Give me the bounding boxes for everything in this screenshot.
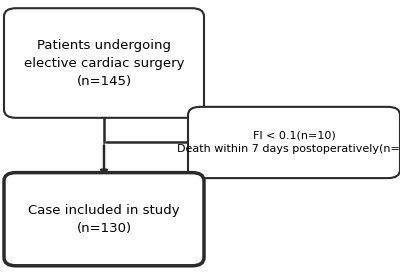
Text: Patients undergoing
elective cardiac surgery
(n=145): Patients undergoing elective cardiac sur… xyxy=(24,39,184,87)
FancyBboxPatch shape xyxy=(188,107,400,178)
FancyBboxPatch shape xyxy=(4,173,204,266)
Text: FI < 0.1(n=10)
Death within 7 days postoperatively(n=5): FI < 0.1(n=10) Death within 7 days posto… xyxy=(177,130,400,155)
FancyBboxPatch shape xyxy=(4,8,204,118)
Text: Case included in study
(n=130): Case included in study (n=130) xyxy=(28,204,180,235)
